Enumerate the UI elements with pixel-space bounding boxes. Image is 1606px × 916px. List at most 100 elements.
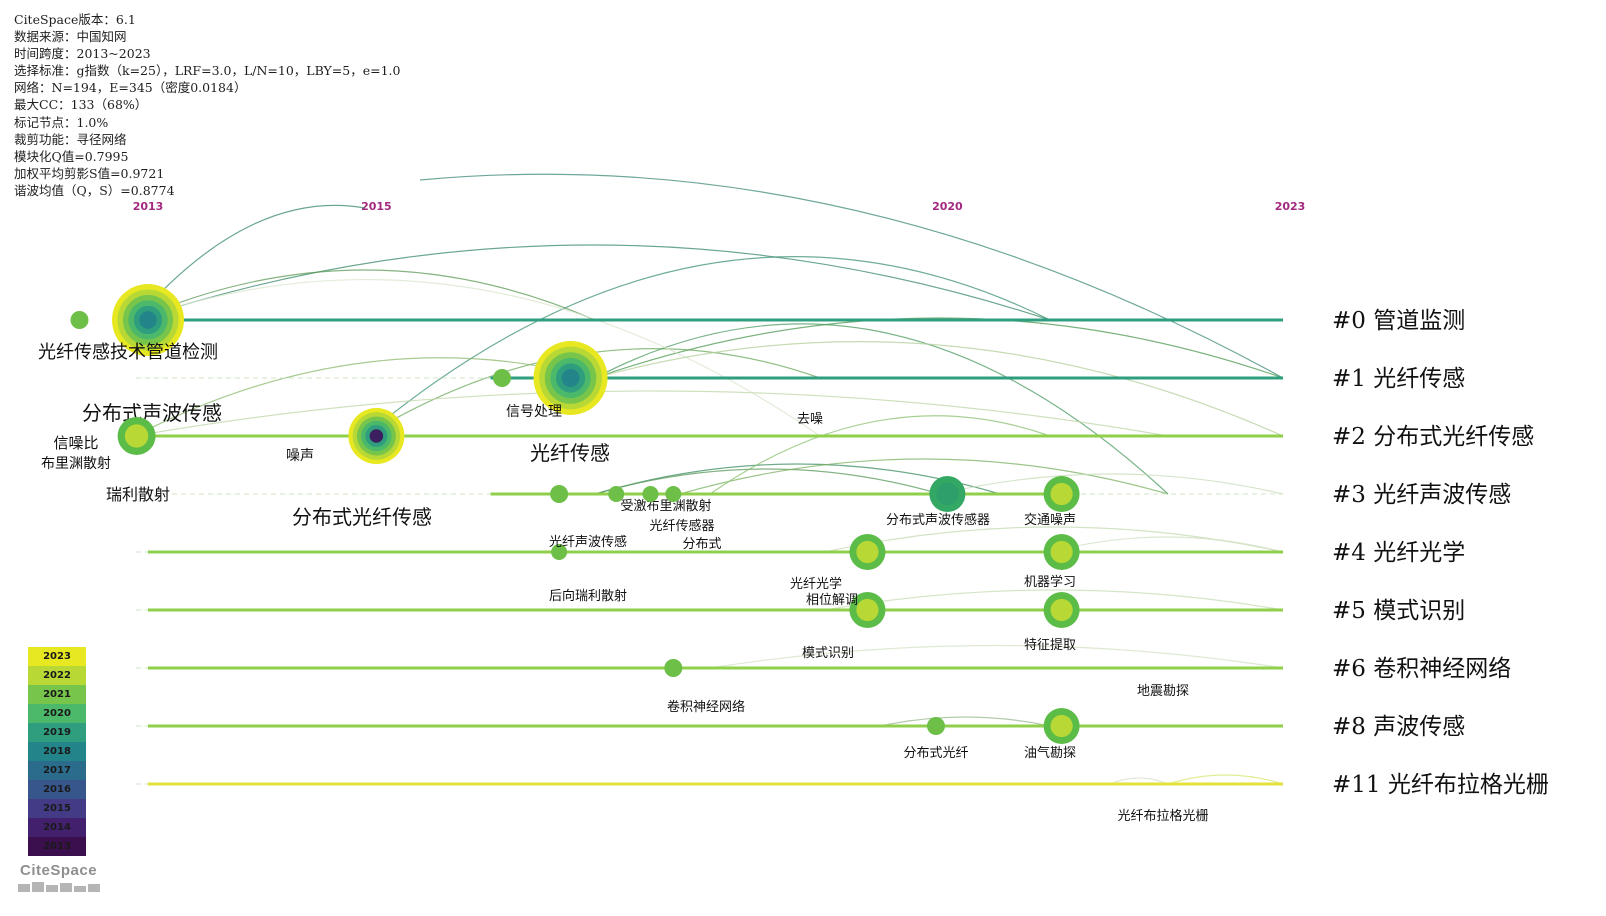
info-line: CiteSpace版本：6.1	[14, 12, 136, 27]
node-label: 分布式	[682, 537, 721, 552]
keyword-node[interactable]	[1043, 592, 1080, 628]
node-ring	[139, 311, 157, 329]
node-label: 分布式光纤	[903, 746, 968, 761]
legend-year-2018: 2018	[28, 742, 86, 761]
link-arc	[134, 390, 1169, 437]
node-ring	[1050, 482, 1073, 506]
node-label: 分布式声波传感	[82, 401, 222, 425]
info-line: 选择标准：g指数（k=25），LRF=3.0，L/N=10，LBY=5，e=1.…	[14, 63, 401, 79]
link-arc	[594, 468, 941, 495]
link-arc	[1049, 536, 1284, 553]
link-arc	[134, 269, 596, 321]
link-arc	[594, 323, 1169, 495]
node-ring	[664, 659, 683, 677]
legend-year-2016: 2016	[28, 780, 86, 799]
keyword-node[interactable]	[1043, 476, 1080, 512]
keyword-node[interactable]	[849, 534, 886, 570]
cluster-label: #0 管道监测	[1332, 308, 1465, 334]
cluster-label: #4 光纤光学	[1332, 540, 1465, 566]
year-tick-2023: 2023	[1275, 200, 1306, 213]
keyword-node[interactable]	[70, 311, 89, 329]
legend-year-2017: 2017	[28, 761, 86, 780]
info-line: 裁剪功能：寻径网络	[14, 131, 127, 147]
node-label: 油气勘探	[1024, 745, 1076, 761]
keyword-node[interactable]	[551, 544, 568, 560]
info-line: 数据来源：中国知网	[14, 29, 127, 45]
keyword-node[interactable]	[664, 659, 683, 677]
node-label: 受激布里渊散射	[620, 498, 711, 514]
keyword-node[interactable]	[926, 717, 945, 735]
node-ring	[926, 717, 945, 735]
link-arc	[879, 716, 1051, 727]
node-ring	[856, 540, 879, 564]
legend-year-2020: 2020	[28, 704, 86, 723]
node-ring	[369, 429, 384, 443]
cluster-label: #5 模式识别	[1332, 598, 1465, 624]
node-ring	[665, 486, 682, 502]
node-ring	[1050, 598, 1073, 622]
statistics-panel: CiteSpace版本：6.1 数据来源：中国知网 时间跨度：2013~2023 选择…	[14, 11, 400, 199]
node-label: 卷积神经网络	[667, 699, 745, 715]
node-label: 光纤传感器	[649, 518, 714, 534]
keyword-node[interactable]	[608, 486, 625, 502]
node-label: 光纤布拉格光栅	[1117, 808, 1208, 824]
node-label: 信噪比	[53, 434, 98, 452]
node-ring	[1050, 714, 1073, 738]
keyword-node[interactable]	[642, 486, 659, 502]
legend-year-2019: 2019	[28, 723, 86, 742]
link-arc	[134, 244, 1051, 321]
info-line: 谐波均值（Q，S）=0.8774	[14, 182, 175, 198]
cluster-label: #2 分布式光纤传感	[1332, 424, 1534, 450]
keyword-node[interactable]	[533, 341, 608, 415]
node-ring	[856, 598, 879, 622]
node-ring	[551, 544, 568, 560]
legend-year-2022: 2022	[28, 666, 86, 685]
node-label: 去噪	[797, 412, 823, 427]
keyword-node[interactable]	[665, 486, 682, 502]
cluster-label: #8 声波传感	[1332, 714, 1465, 740]
legend-year-2015: 2015	[28, 799, 86, 818]
link-arc	[134, 357, 596, 437]
link-arc	[594, 341, 1284, 437]
keyword-node[interactable]	[493, 369, 512, 387]
legend-year-2021: 2021	[28, 685, 86, 704]
node-label: 布里渊散射	[41, 456, 111, 472]
node-label: 分布式光纤传感	[292, 505, 432, 529]
node-ring	[1050, 540, 1073, 564]
link-arc	[1167, 774, 1284, 785]
node-label: 特征提取	[1024, 637, 1076, 653]
node-ring	[936, 482, 959, 506]
link-arc	[709, 644, 1284, 669]
citespace-logo-bars	[18, 882, 100, 892]
legend-year-2014: 2014	[28, 818, 86, 837]
node-label: 光纤光学	[790, 576, 842, 592]
link-arc	[594, 317, 1284, 379]
info-line: 加权平均剪影S值=0.9721	[14, 165, 165, 181]
keyword-node[interactable]	[1043, 534, 1080, 570]
node-label: 交通噪声	[1024, 512, 1076, 528]
keyword-node[interactable]	[849, 592, 886, 628]
keyword-node[interactable]	[112, 284, 184, 356]
legend-year-2023: 2023	[28, 647, 86, 666]
citespace-logo: CiteSpace	[20, 862, 98, 879]
link-arc	[709, 415, 1051, 495]
year-color-legend: 2023 2022 2021 2020 2019 2018 2017 2016 2015 2014…	[28, 647, 86, 856]
node-label: 后向瑞利散射	[549, 588, 627, 604]
keyword-node[interactable]	[1043, 708, 1080, 744]
node-label: 地震勘探	[1137, 684, 1189, 699]
keyword-node[interactable]	[929, 476, 966, 512]
info-line: 网络：N=194，E=345（密度0.0184）	[14, 80, 247, 96]
node-label: 相位解调	[806, 593, 858, 608]
node-ring	[70, 311, 89, 329]
keyword-node[interactable]	[117, 417, 156, 455]
link-arc	[939, 473, 1284, 495]
keyword-node[interactable]	[348, 408, 405, 464]
node-label: 光纤声波传感	[549, 534, 627, 550]
node-ring	[642, 486, 659, 502]
link-arc	[1109, 777, 1169, 785]
info-line: 标记节点：1.0%	[14, 114, 109, 130]
legend-year-2013: 2013	[28, 837, 86, 856]
node-label: 光纤传感	[530, 441, 610, 465]
keyword-node[interactable]	[550, 485, 569, 503]
